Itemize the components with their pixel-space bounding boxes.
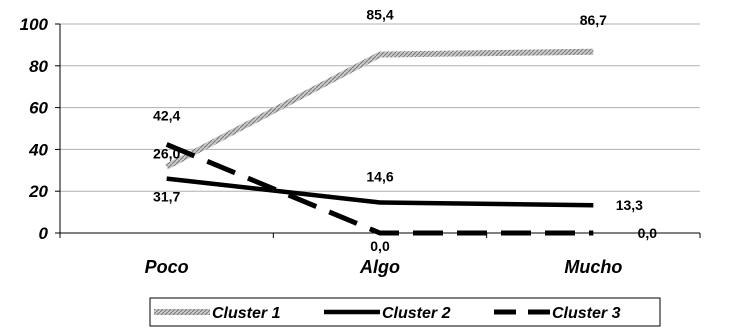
y-tick-label-20: 20 — [28, 182, 48, 201]
data-label-cluster-2-poco: 26,0 — [153, 146, 180, 162]
data-labels: 31,7 85,4 86,7 26,0 14,6 13,3 42,4 0,0 0,0 — [153, 7, 657, 254]
legend-label-cluster-2: Cluster 2 — [382, 305, 451, 322]
x-tick-label-poco: Poco — [145, 257, 189, 277]
y-tick-label-40: 40 — [28, 140, 48, 159]
y-tick-label-0: 0 — [39, 224, 49, 243]
data-label-cluster-2-algo: 14,6 — [366, 168, 393, 184]
data-label-cluster-3-mucho: 0,0 — [638, 225, 658, 241]
x-tick-labels: Poco Algo Mucho — [145, 257, 623, 277]
series-line-cluster-2 — [166, 176, 594, 208]
data-label-cluster-3-poco: 42,4 — [153, 107, 180, 123]
y-tick-label-80: 80 — [29, 57, 48, 76]
data-label-cluster-3-algo: 0,0 — [370, 238, 390, 254]
grid-lines — [60, 23, 700, 192]
y-tick-label-100: 100 — [20, 15, 49, 34]
legend-label-cluster-1: Cluster 1 — [212, 305, 281, 322]
legend-box — [149, 297, 661, 327]
series-lines — [165, 48, 594, 236]
x-tick-label-mucho: Mucho — [564, 257, 622, 277]
data-label-cluster-1-algo: 85,4 — [366, 7, 393, 23]
series-line-cluster-1 — [165, 48, 594, 170]
x-tick-label-algo: Algo — [359, 257, 400, 277]
y-tick-labels: 0 20 40 60 80 100 — [20, 15, 49, 243]
data-label-cluster-1-mucho: 86,7 — [580, 12, 607, 28]
series-line-cluster-3 — [165, 142, 594, 236]
legend: Cluster 1 Cluster 2 Cluster 3 — [149, 297, 661, 327]
legend-label-cluster-3: Cluster 3 — [552, 305, 621, 322]
y-tick-label-60: 60 — [29, 99, 48, 118]
data-label-cluster-1-poco: 31,7 — [153, 189, 180, 205]
data-label-cluster-2-mucho: 13,3 — [616, 197, 643, 213]
